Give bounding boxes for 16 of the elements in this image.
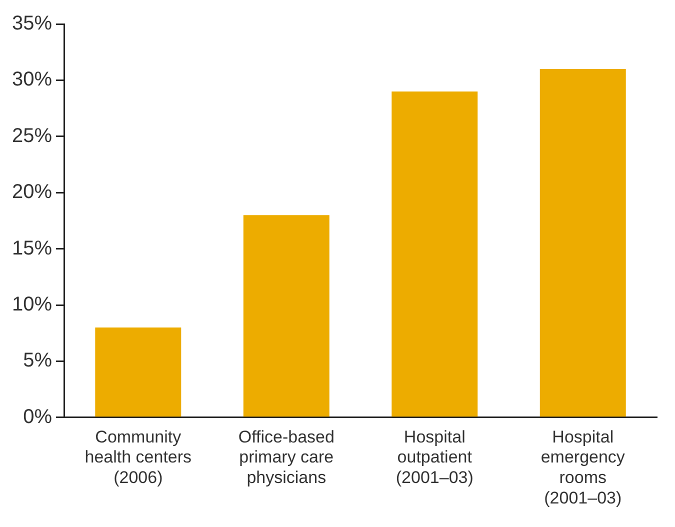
y-tick-label: 10% xyxy=(12,294,52,316)
y-tick-label: 30% xyxy=(12,68,52,91)
bar xyxy=(243,215,330,417)
y-tick-label: 0% xyxy=(23,406,52,428)
bar xyxy=(95,327,182,417)
bar xyxy=(540,68,626,417)
y-tick-label: 5% xyxy=(23,350,52,372)
y-tick-label: 35% xyxy=(12,12,52,35)
x-tick-label: Hospital outpatient (2001–03) xyxy=(396,427,474,488)
bar xyxy=(392,91,478,417)
y-tick-label: 15% xyxy=(12,237,52,260)
x-tick-label: Hospital emergency rooms (2001–03) xyxy=(540,427,626,508)
x-tick-label: Office-based primary care physicians xyxy=(238,427,334,488)
y-tick-label: 20% xyxy=(12,181,52,204)
x-tick-label: Community health centers (2006) xyxy=(84,427,192,488)
y-tick-label: 25% xyxy=(12,124,52,147)
